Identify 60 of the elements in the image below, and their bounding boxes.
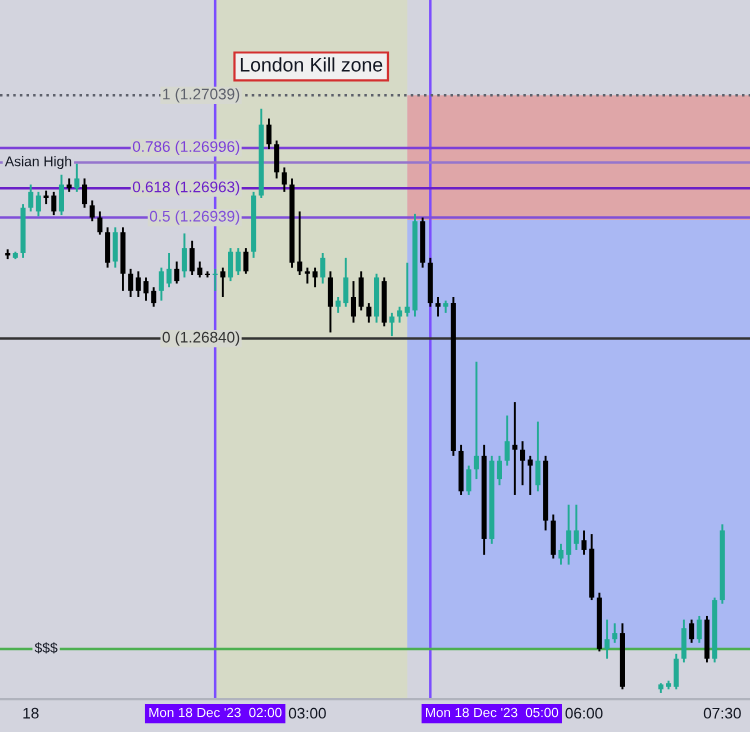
candlestick: [504, 414, 510, 467]
candlestick: [327, 270, 333, 334]
candlestick: [389, 311, 395, 338]
candlestick: [566, 503, 572, 566]
candlestick: [343, 256, 349, 308]
candlestick: [381, 276, 387, 328]
candlestick: [520, 440, 526, 487]
candlestick: [228, 247, 234, 283]
candlestick: [51, 190, 57, 217]
candlestick: [420, 216, 426, 269]
candlestick: [374, 272, 380, 324]
candlestick: [97, 210, 103, 236]
candlestick: [158, 266, 164, 302]
candlestick: [466, 464, 472, 496]
candlestick: [350, 280, 357, 324]
candlestick: [435, 296, 441, 318]
candlestick: [696, 614, 702, 644]
candlestick: [320, 252, 326, 285]
candlestick: [358, 270, 364, 312]
candlestick: [105, 226, 111, 269]
candlestick: [220, 266, 226, 298]
candlestick: [681, 618, 687, 664]
candlestick: [535, 420, 541, 493]
candlestick: [527, 454, 533, 496]
candlestick: [612, 622, 618, 644]
candlestick: [704, 614, 710, 664]
candlestick: [143, 276, 149, 302]
candlestick: [151, 286, 157, 308]
candlestick: [174, 260, 180, 285]
candlestick: [128, 267, 134, 298]
candlestick: [689, 618, 695, 644]
candlestick: [281, 166, 287, 193]
candlestick: [274, 139, 280, 180]
candlestick: [458, 443, 464, 496]
candlestick: [135, 270, 141, 298]
candlestick: [235, 247, 241, 276]
candlestick: [550, 513, 556, 560]
candlestick: [266, 117, 272, 151]
candlestick: [366, 302, 372, 324]
candlestick: [181, 232, 187, 279]
band-label: London Kill zone: [240, 57, 383, 72]
candlestick: [58, 173, 65, 217]
candlestick: [427, 256, 433, 308]
candlestick: [112, 226, 118, 269]
candlestick: [89, 199, 95, 223]
candlestick: [28, 183, 34, 213]
candlestick: [20, 203, 26, 259]
candlestick: [189, 239, 195, 276]
candlestick: [512, 401, 518, 496]
candlestick: [74, 162, 80, 193]
candlestick: [166, 252, 172, 289]
candlestick: [81, 177, 88, 209]
candlestick: [35, 190, 41, 218]
candlestick: [604, 618, 610, 660]
candlestick: [573, 503, 579, 551]
candlestick: [473, 360, 479, 481]
candlestick: [312, 266, 318, 289]
candlestick: [243, 247, 249, 275]
candlestick: [673, 652, 679, 691]
candlestick: [120, 226, 126, 292]
